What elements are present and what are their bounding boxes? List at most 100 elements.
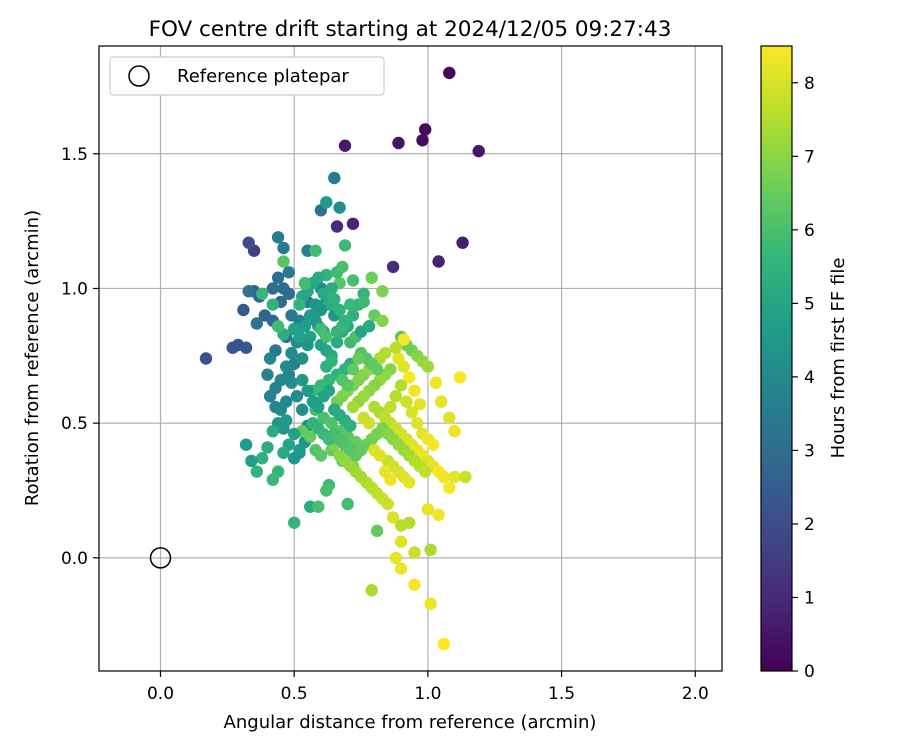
data-point (336, 260, 349, 274)
data-point (320, 484, 333, 497)
legend-entry-reference: Reference platepar (177, 66, 349, 87)
data-point (285, 376, 298, 389)
data-point (250, 317, 263, 330)
data-point (325, 355, 338, 368)
data-point (304, 309, 317, 322)
data-point (437, 637, 451, 651)
data-point (365, 584, 378, 597)
data-point (338, 139, 352, 152)
data-point (419, 465, 432, 478)
reference-platepar-marker (149, 547, 172, 569)
y-tick-label: 1.5 (61, 145, 88, 165)
data-point (320, 330, 333, 344)
data-point (429, 376, 443, 389)
data-point (261, 368, 274, 381)
data-point (408, 578, 421, 591)
data-point (271, 271, 285, 284)
x-tick-label: 1.0 (414, 684, 441, 704)
data-point (280, 414, 293, 427)
data-point (237, 303, 250, 317)
data-point (437, 470, 451, 484)
data-point (199, 352, 213, 365)
chart-title: FOV centre drift starting at 2024/12/05 … (149, 17, 672, 42)
y-tick-label: 0.0 (61, 549, 88, 569)
legend-box (109, 56, 385, 96)
data-point (301, 384, 314, 397)
data-point (392, 352, 405, 365)
data-point (338, 239, 352, 252)
data-point (443, 481, 456, 494)
data-point (456, 236, 469, 249)
x-tick-label: 0.5 (281, 684, 308, 704)
data-point (261, 441, 274, 454)
data-point (288, 427, 301, 441)
data-point (411, 417, 424, 430)
data-point (435, 395, 448, 408)
data-point (443, 66, 456, 80)
data-point (277, 446, 290, 459)
data-point (346, 274, 360, 287)
data-point (384, 400, 397, 414)
data-point (288, 322, 301, 336)
data-point (403, 476, 416, 489)
data-point (333, 201, 346, 214)
data-point (405, 406, 418, 419)
data-point (432, 508, 445, 521)
data-point (336, 373, 349, 387)
data-point (277, 255, 290, 268)
data-point (413, 398, 427, 411)
data-point (341, 497, 354, 511)
data-point (330, 220, 344, 233)
colorbar-label: Hours from first FF file (828, 258, 849, 459)
data-point (352, 352, 365, 365)
data-point (280, 395, 293, 408)
colorbar-ticks: 0 1 2 3 4 5 6 7 8 (792, 74, 815, 682)
data-point (325, 417, 338, 430)
data-point (325, 282, 338, 295)
plot-frame (98, 45, 723, 672)
data-point (322, 384, 336, 397)
data-point (346, 217, 360, 230)
data-point (376, 314, 389, 327)
data-point (394, 535, 408, 548)
data-point (266, 298, 279, 311)
data-point (386, 260, 400, 274)
data-point (312, 271, 325, 284)
data-point (448, 470, 461, 484)
data-point (266, 425, 279, 438)
data-point (357, 295, 370, 309)
data-point (362, 320, 376, 333)
colorbar-tick-label: 2 (804, 515, 815, 535)
data-point (285, 346, 298, 360)
colorbar-tick-label: 1 (804, 588, 815, 608)
data-point (242, 236, 255, 249)
data-point (378, 465, 392, 478)
data-point (328, 293, 341, 306)
y-axis-label: Rotation from reference (arcmin) (22, 210, 43, 506)
data-point (376, 285, 389, 298)
data-point (346, 363, 360, 376)
data-point (416, 134, 429, 147)
data-point (239, 341, 253, 354)
data-point (312, 500, 325, 513)
y-axis: 0.0 0.5 1.0 1.5 (61, 145, 99, 569)
data-point (432, 255, 445, 268)
data-point (338, 314, 352, 327)
x-axis: 0.0 0.5 1.0 1.5 2.0 (147, 671, 709, 704)
data-point (448, 425, 461, 438)
data-point (459, 470, 472, 484)
colorbar-tick-label: 5 (804, 294, 815, 314)
data-point (293, 298, 306, 311)
data-point (419, 123, 432, 136)
data-point (389, 390, 402, 403)
data-point (290, 390, 304, 403)
data-point (443, 411, 456, 424)
data-point (370, 524, 384, 538)
data-point (421, 360, 435, 373)
data-point (421, 503, 435, 516)
data-point (370, 363, 384, 376)
data-point (255, 287, 269, 300)
colorbar: 0 1 2 3 4 5 6 7 8 Hours from first FF file (760, 45, 849, 682)
colorbar-tick-label: 0 (804, 662, 815, 682)
